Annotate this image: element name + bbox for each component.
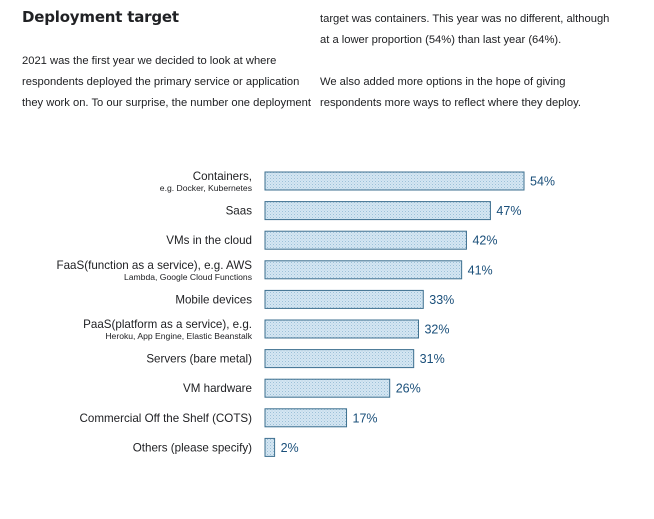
category-sublabel: Lambda, Google Cloud Functions [124, 272, 252, 282]
value-label: 31% [420, 352, 445, 366]
value-label: 54% [530, 175, 555, 189]
intro-paragraph-right-first: target was containers. This year was no … [320, 9, 609, 51]
deployment-target-bar-chart: Containers,e.g. Docker, Kubernetes 54% Saa… [57, 170, 555, 457]
category-label: Mobile devices [175, 293, 252, 306]
bar [264, 171, 525, 191]
section-heading: Deployment target [22, 8, 179, 26]
category-sublabel: e.g. Docker, Kubernetes [160, 183, 252, 193]
bar [264, 201, 491, 221]
value-label: 32% [424, 323, 449, 337]
bar [264, 230, 467, 250]
bar [264, 437, 276, 457]
value-label: 47% [496, 204, 521, 218]
intro-right-line: at a lower proportion (54%) than last ye… [320, 34, 562, 46]
intro-left-line: 2021 was the first year we decided to lo… [22, 55, 277, 67]
intro-left-line: respondents deployed the primary service… [22, 76, 300, 88]
value-label: 41% [468, 263, 493, 277]
value-label: 33% [429, 293, 454, 307]
category-label: Saas [226, 205, 253, 218]
bar [264, 319, 419, 339]
value-label: 26% [396, 382, 421, 396]
intro-paragraph-right-second: We also added more options in the hope o… [320, 72, 581, 114]
intro-paragraph-left: 2021 was the first year we decided to lo… [22, 51, 311, 114]
bar [264, 408, 348, 428]
category-label: Servers (bare metal) [146, 353, 252, 366]
category-label: PaaS(platform as a service), e.g. [83, 318, 252, 331]
intro-left-line: they work on. To our surprise, the numbe… [22, 97, 311, 109]
category-label: FaaS(function as a service), e.g. AWS [57, 259, 253, 272]
value-label: 2% [281, 441, 299, 455]
bar [264, 378, 391, 398]
intro-right-line: respondents more ways to reflect where t… [320, 97, 581, 109]
bar [264, 289, 424, 309]
value-label: 17% [353, 411, 378, 425]
chart-marks: Containers,e.g. Docker, Kubernetes 54% Saa… [57, 170, 555, 457]
bar [264, 349, 415, 369]
category-label: Others (please specify) [133, 441, 252, 454]
intro-right-line: target was containers. This year was no … [320, 13, 610, 25]
category-label: Commercial Off the Shelf (COTS) [80, 412, 253, 425]
category-sublabel: Heroku, App Engine, Elastic Beanstalk [105, 331, 252, 341]
value-label: 42% [472, 234, 497, 248]
category-label: VM hardware [183, 382, 252, 395]
category-label: VMs in the cloud [166, 234, 252, 247]
bar [264, 260, 463, 280]
category-label: Containers, [193, 170, 252, 183]
intro-right-line: We also added more options in the hope o… [320, 76, 566, 88]
